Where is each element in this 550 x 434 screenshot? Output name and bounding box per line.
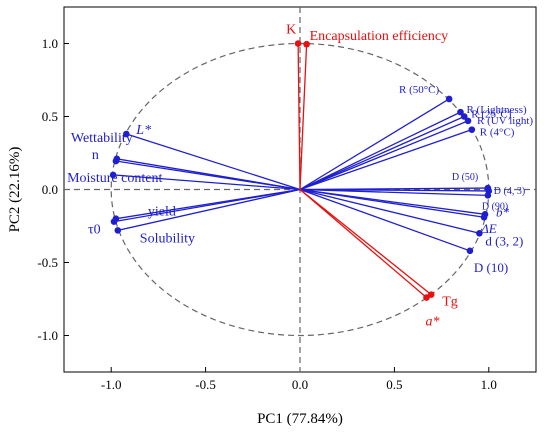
loading-label: ΔE	[480, 221, 497, 236]
loading-vector	[299, 188, 485, 218]
loading-vector	[126, 133, 301, 191]
loading-label: D (4, 3)	[494, 186, 525, 197]
x-tick-label: 0.0	[292, 377, 308, 392]
loading-point	[484, 192, 492, 199]
loading-point	[468, 126, 476, 133]
loading-label: R (25°C)	[471, 109, 511, 121]
loading-label: Wettability	[71, 131, 133, 146]
loading-vector	[299, 188, 488, 196]
loading-label: b*	[496, 204, 510, 219]
loading-label: L*	[135, 123, 151, 138]
y-tick-label: -0.5	[37, 255, 58, 270]
loading-label: n	[92, 148, 99, 163]
loading-point	[112, 157, 120, 165]
loading-label: Solubility	[140, 231, 195, 246]
loading-vectors	[109, 40, 493, 301]
loading-point	[109, 171, 117, 179]
loading-vector	[299, 188, 471, 252]
loading-label: D (90)	[482, 201, 508, 212]
loading-vector	[299, 120, 469, 191]
loading-label: R (UV light)	[477, 115, 533, 127]
tick-layer: -1.0 -0.5 0.0 0.5 1.0 -1.0 -0.5 0.0 0.5 1.0	[37, 36, 497, 392]
loading-point	[457, 108, 464, 116]
loading-label: D (10)	[474, 260, 508, 275]
loading-point	[460, 113, 468, 120]
y-tick-label: 0.0	[42, 182, 58, 197]
loading-vector	[299, 129, 473, 191]
loading-point	[466, 247, 474, 255]
loading-vector	[299, 98, 450, 191]
loading-label: Moisture content	[67, 171, 162, 186]
y-axis-title: PC2 (22.16%)	[7, 147, 23, 233]
loading-vector	[299, 115, 465, 191]
loading-vector	[299, 189, 427, 299]
x-tick-label: 0.5	[386, 377, 402, 392]
loading-point	[123, 130, 130, 138]
loading-point	[476, 230, 483, 237]
loading-point	[423, 294, 430, 301]
loading-point	[427, 291, 435, 298]
loading-label: Encapsulation efficiency	[310, 29, 449, 44]
loading-point	[294, 40, 302, 47]
loading-label: D (50)	[452, 172, 478, 183]
x-tick-label: -1.0	[101, 377, 122, 392]
loading-label: R (50°C)	[399, 84, 439, 96]
loading-vector	[299, 188, 480, 234]
loading-label: R (4°C)	[480, 127, 515, 139]
loading-vector	[115, 160, 301, 191]
loading-point	[480, 213, 488, 221]
y-tick-label: -1.0	[37, 328, 58, 343]
loading-point	[114, 227, 122, 234]
loading-label: a*	[425, 315, 439, 330]
loading-labels: L*Wettability n Moisture content yield τ0 Sol…	[67, 23, 533, 330]
loading-point	[445, 95, 453, 103]
y-tick-label: 1.0	[42, 36, 58, 51]
loading-label: yield	[148, 205, 176, 220]
loading-label: K	[286, 23, 296, 38]
x-axis-title: PC1 (77.84%)	[257, 411, 343, 427]
x-tick-label: 1.0	[481, 377, 497, 392]
loading-vector	[297, 43, 301, 190]
loading-vector	[113, 188, 301, 223]
loading-vector	[299, 188, 489, 192]
loading-point	[110, 218, 118, 225]
loading-point	[303, 40, 310, 48]
loading-vector	[299, 111, 461, 191]
loading-label: R (Lightness)	[466, 104, 527, 116]
loading-vector	[117, 188, 301, 232]
loading-label: τ0	[88, 223, 101, 238]
loading-point	[464, 117, 472, 125]
loading-vector	[299, 188, 432, 296]
loading-label: d (3, 2)	[485, 233, 523, 248]
y-tick-label: 0.5	[42, 109, 58, 124]
loading-vector	[299, 44, 308, 190]
x-tick-label: -0.5	[195, 377, 216, 392]
loading-label: Tg	[442, 295, 458, 310]
loading-vector	[113, 174, 301, 191]
